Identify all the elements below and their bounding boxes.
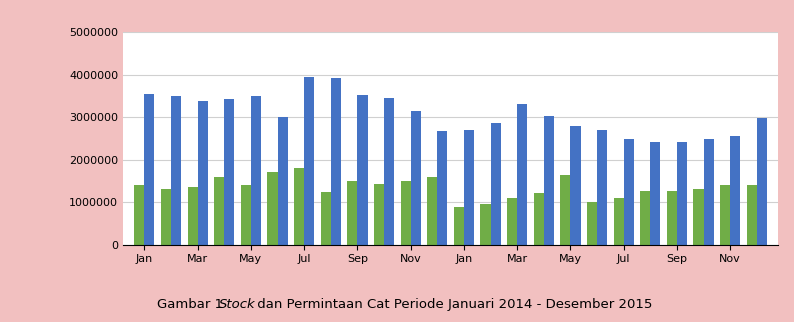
Bar	[614, 198, 623, 245]
Bar	[703, 139, 714, 245]
Bar	[187, 187, 198, 245]
Bar	[268, 173, 278, 245]
Bar	[400, 181, 410, 245]
Bar	[730, 136, 740, 245]
Bar	[623, 139, 634, 245]
Bar	[454, 207, 464, 245]
Bar	[347, 181, 357, 245]
Bar	[517, 104, 527, 245]
Bar	[331, 78, 341, 245]
Bar	[427, 177, 437, 245]
Bar	[746, 185, 757, 245]
Bar	[757, 118, 767, 245]
Bar	[677, 142, 687, 245]
Bar	[161, 189, 171, 245]
Bar	[214, 177, 224, 245]
Bar	[640, 191, 650, 245]
Bar	[251, 96, 261, 245]
Bar	[171, 96, 181, 245]
Bar	[507, 198, 517, 245]
Bar	[570, 126, 580, 245]
Bar	[321, 192, 331, 245]
Text: Gambar 1: Gambar 1	[157, 298, 227, 311]
Bar	[587, 202, 597, 245]
Text: dan Permintaan Cat Periode Januari 2014 - Desember 2015: dan Permintaan Cat Periode Januari 2014 …	[253, 298, 653, 311]
Bar	[650, 142, 661, 245]
Bar	[693, 189, 703, 245]
Bar	[480, 204, 491, 245]
Bar	[241, 185, 251, 245]
Bar	[464, 130, 474, 245]
Bar	[544, 116, 554, 245]
Text: Stock: Stock	[218, 298, 255, 311]
Bar	[134, 185, 145, 245]
Bar	[534, 193, 544, 245]
Bar	[561, 175, 570, 245]
Bar	[410, 111, 421, 245]
Bar	[720, 185, 730, 245]
Bar	[491, 123, 501, 245]
Bar	[384, 98, 394, 245]
Bar	[198, 101, 208, 245]
Bar	[357, 95, 368, 245]
Bar	[224, 99, 234, 245]
Bar	[374, 185, 384, 245]
Bar	[597, 130, 607, 245]
Bar	[437, 131, 447, 245]
Bar	[145, 94, 155, 245]
Bar	[304, 77, 314, 245]
Bar	[667, 191, 677, 245]
Bar	[278, 117, 287, 245]
Bar	[294, 168, 304, 245]
